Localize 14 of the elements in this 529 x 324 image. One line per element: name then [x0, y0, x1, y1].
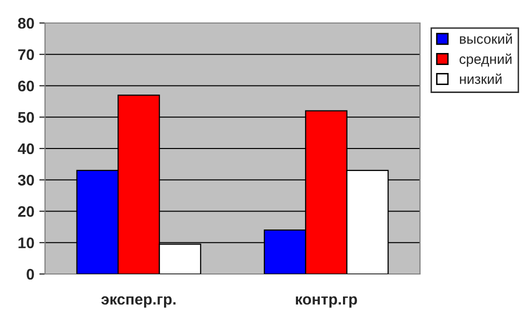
y-tick-label: 20 [18, 206, 34, 217]
y-tick-label: 30 [18, 174, 34, 186]
y-tick-label: 80 [18, 18, 34, 29]
legend-label: низкий [460, 74, 502, 84]
y-tick-label: 50 [18, 112, 34, 123]
legend-label: средний [460, 54, 512, 67]
x-tick-label: экспер.гр. [101, 296, 176, 308]
y-tick-label: 60 [18, 80, 34, 92]
legend-label: высокий [460, 33, 512, 44]
y-tick-label: 70 [18, 49, 34, 60]
y-tick-label: 40 [18, 143, 34, 154]
y-tick-label: 0 [26, 268, 34, 280]
x-tick-label: контр.гр [296, 296, 357, 308]
y-tick-label: 10 [18, 237, 34, 248]
